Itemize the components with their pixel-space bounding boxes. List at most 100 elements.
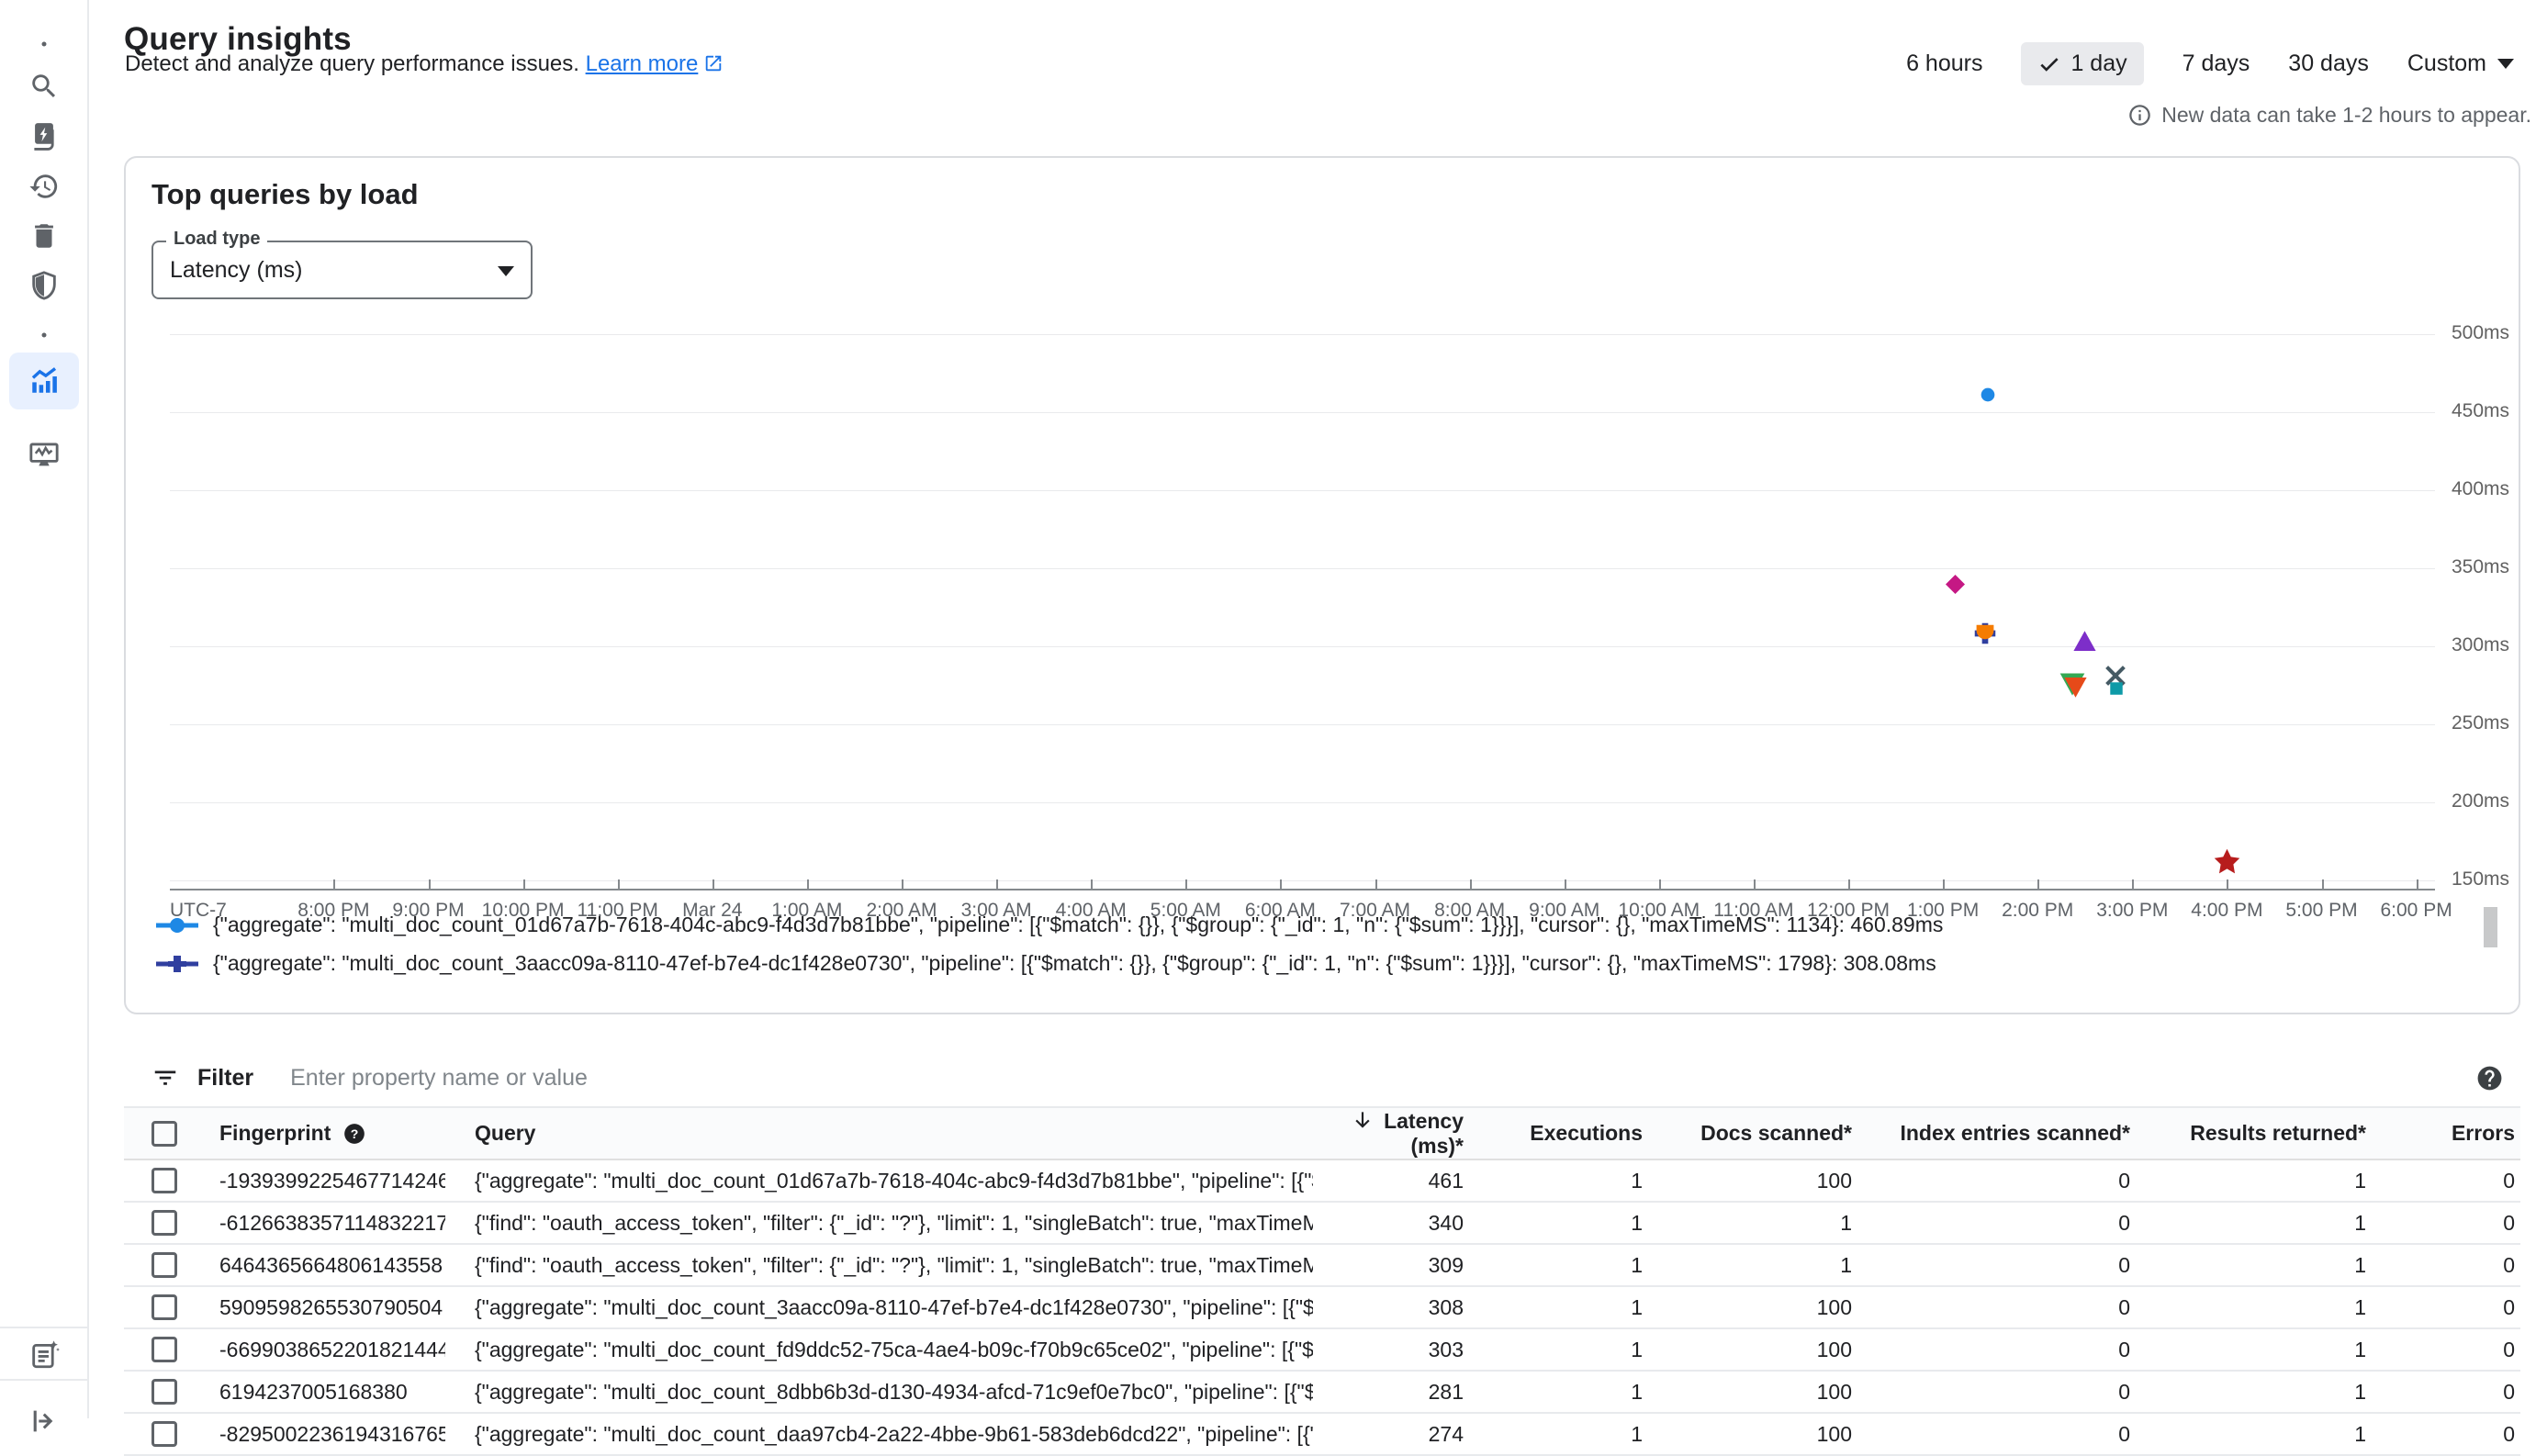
x-axis-tick bbox=[1469, 879, 1472, 889]
x-axis-tick bbox=[2416, 879, 2418, 889]
time-range-selector: 6 hours 1 day 7 days 30 days Custom bbox=[1906, 42, 2514, 85]
data-point-circle[interactable] bbox=[1977, 384, 1999, 410]
time-range-7-days[interactable]: 7 days bbox=[2182, 50, 2250, 76]
column-header-query[interactable]: Query bbox=[445, 1106, 1313, 1160]
learn-more-link[interactable]: Learn more bbox=[586, 51, 724, 76]
legend-item[interactable]: {"aggregate": "multi_doc_count_3aacc09a-… bbox=[156, 951, 1936, 976]
x-axis-label: 11:00 PM bbox=[577, 900, 658, 921]
sidebar-item-delete[interactable] bbox=[9, 210, 79, 262]
fingerprint-cell: -8295002236194316765 bbox=[188, 1413, 445, 1456]
x-axis-label: 5:00 AM bbox=[1150, 900, 1221, 921]
table-row[interactable]: 6464365664806143558 {"find": "oauth_acces… bbox=[124, 1244, 2520, 1287]
security-icon bbox=[28, 270, 60, 301]
sidebar-item-documents[interactable] bbox=[9, 111, 79, 162]
column-header-results-returned[interactable]: Results returned* bbox=[2136, 1106, 2372, 1160]
search-icon bbox=[28, 71, 60, 102]
page-subtitle: Detect and analyze query performance iss… bbox=[125, 51, 724, 80]
data-point-x[interactable] bbox=[2104, 664, 2127, 692]
results-returned-cell: 1 bbox=[2136, 1244, 2372, 1287]
chart-title: Top queries by load bbox=[151, 178, 419, 210]
x-axis-line bbox=[170, 889, 2435, 890]
column-header-docs-scanned[interactable]: Docs scanned* bbox=[1648, 1106, 1857, 1160]
x-axis-label: 10:00 AM bbox=[1618, 900, 1700, 921]
column-header-latency-ms[interactable]: Latency (ms)* bbox=[1313, 1106, 1469, 1160]
index-entries-cell: 0 bbox=[1857, 1328, 2136, 1372]
latency-cell: 274 bbox=[1313, 1413, 1469, 1456]
load-type-label: Load type bbox=[166, 229, 268, 250]
legend-item[interactable]: {"aggregate": "multi_doc_count_01d67a7b-… bbox=[156, 913, 1943, 937]
data-point-pentagon[interactable] bbox=[1973, 621, 1997, 649]
fingerprint-help-icon[interactable]: ? bbox=[342, 1122, 366, 1146]
x-axis-tick bbox=[2321, 879, 2324, 889]
data-point-diamond[interactable] bbox=[1943, 572, 1968, 601]
table-row[interactable]: -1939399225467714246 {"aggregate": "multi… bbox=[124, 1159, 2520, 1203]
x-axis-label: 10:00 PM bbox=[481, 900, 565, 921]
sidebar-item-search[interactable] bbox=[9, 61, 79, 112]
time-range-1-day-selected[interactable]: 1 day bbox=[2021, 42, 2144, 85]
left-nav-sidebar bbox=[0, 0, 89, 1432]
docs-scanned-cell: 100 bbox=[1648, 1159, 1857, 1203]
column-header-index-entries-scanned[interactable]: Index entries scanned* bbox=[1857, 1106, 2136, 1160]
column-header-fingerprint[interactable]: Fingerprint ? bbox=[188, 1106, 445, 1160]
sidebar-item-dot-middle[interactable] bbox=[9, 309, 79, 361]
row-checkbox[interactable] bbox=[151, 1294, 177, 1320]
executions-cell: 1 bbox=[1469, 1159, 1648, 1203]
y-axis-label: 350ms bbox=[2452, 556, 2510, 577]
latency-cell: 281 bbox=[1313, 1371, 1469, 1414]
row-checkbox[interactable] bbox=[151, 1379, 177, 1405]
sidebar-item-security[interactable] bbox=[9, 260, 79, 311]
table-row[interactable]: 5909598265530790504 {"aggregate": "multi_… bbox=[124, 1286, 2520, 1329]
errors-cell: 0 bbox=[2372, 1328, 2520, 1372]
row-checkbox[interactable] bbox=[151, 1210, 177, 1236]
y-axis-label: 250ms bbox=[2452, 712, 2510, 734]
x-axis-tick bbox=[806, 879, 809, 889]
results-returned-cell: 1 bbox=[2136, 1286, 2372, 1329]
release-notes-icon bbox=[28, 1339, 60, 1371]
errors-cell: 0 bbox=[2372, 1286, 2520, 1329]
row-checkbox[interactable] bbox=[151, 1168, 177, 1193]
sidebar-item-history[interactable] bbox=[9, 161, 79, 212]
select-all-checkbox[interactable] bbox=[151, 1120, 177, 1147]
data-point-square[interactable] bbox=[2106, 678, 2126, 703]
x-axis-tick bbox=[1185, 879, 1188, 889]
index-entries-cell: 0 bbox=[1857, 1244, 2136, 1287]
results-returned-cell: 1 bbox=[2136, 1371, 2372, 1414]
gridline bbox=[170, 568, 2435, 569]
column-header-executions[interactable]: Executions bbox=[1469, 1106, 1648, 1160]
sidebar-item-dot-top[interactable] bbox=[9, 18, 79, 70]
x-axis-label: 11:00 AM bbox=[1713, 900, 1794, 921]
table-row[interactable]: -6126638357114832217 {"find": "oauth_acce… bbox=[124, 1202, 2520, 1245]
help-icon[interactable] bbox=[2475, 1064, 2504, 1092]
data-point-star[interactable] bbox=[2213, 847, 2241, 880]
table-row[interactable]: -8295002236194316765 {"aggregate": "multi… bbox=[124, 1413, 2520, 1456]
data-point-triangle-up[interactable] bbox=[2071, 628, 2098, 659]
gridline bbox=[170, 724, 2435, 725]
x-axis-label: 2:00 AM bbox=[866, 900, 937, 921]
sidebar-item-release-notes[interactable] bbox=[9, 1329, 79, 1381]
sidebar-item-collapse-nav[interactable] bbox=[9, 1395, 79, 1447]
x-axis-tick bbox=[2227, 879, 2229, 889]
query-cell: {"aggregate": "multi_doc_count_fd9ddc52-… bbox=[445, 1328, 1313, 1372]
load-type-select[interactable]: Load type Latency (ms) bbox=[151, 229, 533, 299]
table-row[interactable]: -6699038652201821444 {"aggregate": "multi… bbox=[124, 1328, 2520, 1372]
y-axis-label: 200ms bbox=[2452, 790, 2510, 812]
sidebar-item-system-insights[interactable] bbox=[9, 430, 79, 481]
filter-input[interactable] bbox=[288, 1063, 2475, 1092]
time-range-6-hours[interactable]: 6 hours bbox=[1906, 50, 1983, 76]
x-axis-tick bbox=[1091, 879, 1094, 889]
errors-cell: 0 bbox=[2372, 1244, 2520, 1287]
x-axis-label: Mar 24 bbox=[682, 900, 743, 921]
row-checkbox[interactable] bbox=[151, 1252, 177, 1278]
time-range-custom[interactable]: Custom bbox=[2407, 50, 2514, 77]
sidebar-item-query-insights[interactable] bbox=[9, 353, 79, 409]
query-cell: {"find": "oauth_access_token", "filter":… bbox=[445, 1202, 1313, 1245]
data-point-triangle-down[interactable] bbox=[2062, 674, 2089, 705]
column-header-errors[interactable]: Errors bbox=[2372, 1106, 2520, 1160]
legend-scrollbar[interactable] bbox=[2484, 907, 2497, 947]
table-row[interactable]: 6194237005168380 {"aggregate": "multi_doc… bbox=[124, 1371, 2520, 1414]
row-checkbox[interactable] bbox=[151, 1421, 177, 1447]
index-entries-cell: 0 bbox=[1857, 1371, 2136, 1414]
row-checkbox[interactable] bbox=[151, 1337, 177, 1362]
x-axis-tick bbox=[1943, 879, 1946, 889]
time-range-30-days[interactable]: 30 days bbox=[2288, 50, 2369, 76]
